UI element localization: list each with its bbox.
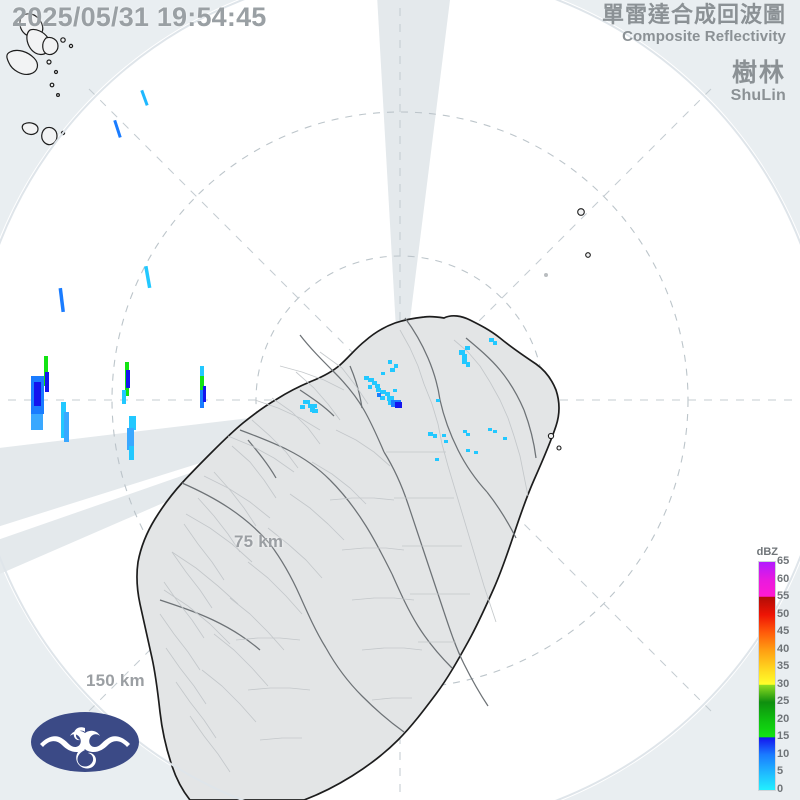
colorbar-tick-0: 0 xyxy=(777,783,784,795)
colorbar-tick-5: 5 xyxy=(777,765,784,778)
colorbar-tick-45: 45 xyxy=(777,625,790,638)
cwa-logo[interactable] xyxy=(30,706,140,778)
colorbar-tick-40: 40 xyxy=(777,642,790,655)
taiwan-island-fill xyxy=(136,314,560,800)
colorbar-tick-20: 20 xyxy=(777,712,790,725)
township-borders xyxy=(159,329,529,773)
colorbar-tick-50: 50 xyxy=(777,607,790,620)
colorbar-tick-60: 60 xyxy=(777,572,790,585)
reflectivity-colorbar: dBZ 65 60 55 50 45 40 35 30 25 20 15 10 5 0 xyxy=(754,546,798,795)
taiwan-landmass xyxy=(136,314,560,800)
colorbar-tick-35: 35 xyxy=(777,660,790,673)
county-borders xyxy=(159,317,537,733)
echo-cluster-north-taiwan xyxy=(300,338,507,461)
offshore-islands-matsu xyxy=(6,13,74,146)
colorbar-tick-55: 55 xyxy=(777,590,790,603)
colorbar-tick-10: 10 xyxy=(777,747,790,760)
radar-echoes xyxy=(31,89,507,461)
colorbar-gradient-strip xyxy=(758,561,776,791)
colorbar-tick-30: 30 xyxy=(777,677,790,690)
colorbar-tick-15: 15 xyxy=(777,730,790,743)
colorbar-tick-65: 65 xyxy=(777,555,790,567)
offshore-islands-northeast xyxy=(544,208,591,451)
colorbar-unit-label: dBZ xyxy=(756,546,778,558)
echo-cluster-offshore-west xyxy=(31,89,206,460)
colorbar-tick-25: 25 xyxy=(777,695,790,708)
cwa-logo-wave-mark xyxy=(40,727,130,769)
